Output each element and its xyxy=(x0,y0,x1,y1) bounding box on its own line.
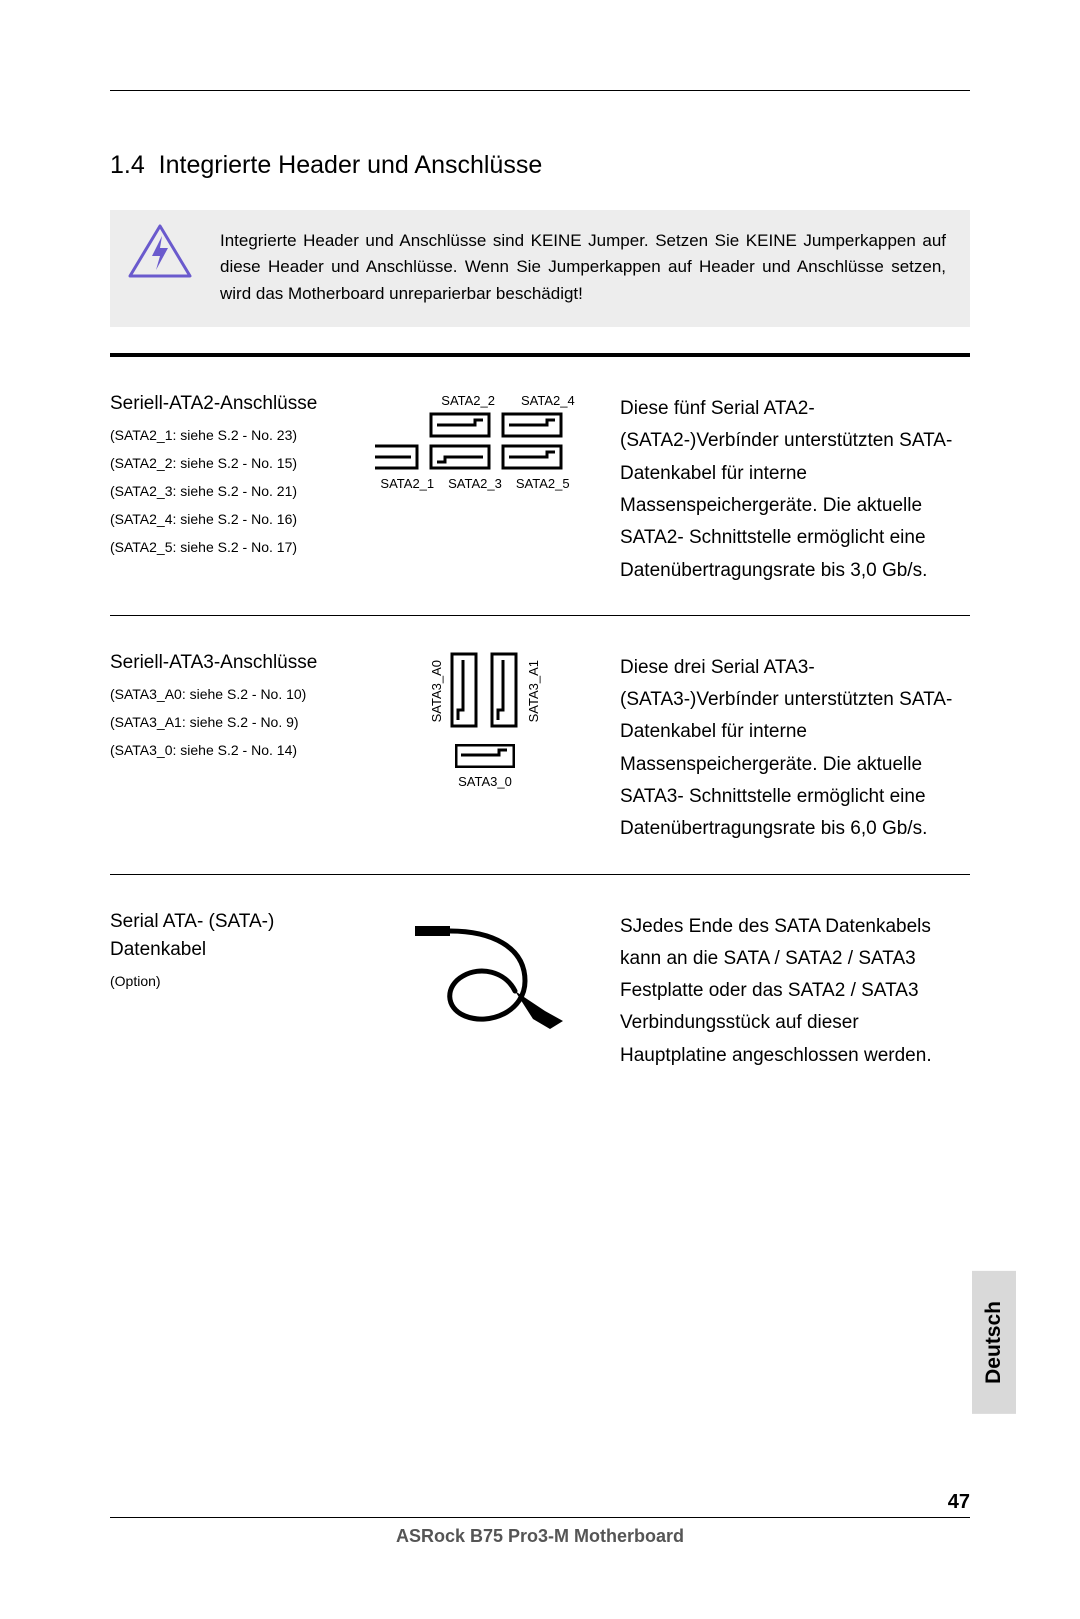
warning-text: Integrierte Header und Anschlüsse sind K… xyxy=(220,231,946,303)
sata3-row: Seriell-ATA3-Anschlüsse (SATA3_A0: siehe… xyxy=(110,652,970,846)
footer-rule xyxy=(110,1517,970,1518)
sata2-ref-2: (SATA2_3: siehe S.2 - No. 21) xyxy=(110,477,350,505)
sata2-left: Seriell-ATA2-Anschlüsse (SATA2_1: siehe … xyxy=(110,393,350,587)
cable-diagram xyxy=(370,911,600,1072)
warning-box: Integrierte Header und Anschlüsse sind K… xyxy=(110,210,970,327)
cable-row: Serial ATA- (SATA-) Datenkabel (Option) … xyxy=(110,911,970,1072)
cable-title-2: Datenkabel xyxy=(110,939,350,961)
lightning-warning-icon xyxy=(128,224,192,280)
sata3-desc: Diese drei Serial ATA3- (SATA3-)Verbínde… xyxy=(620,652,970,846)
sata3-ref-2: (SATA3_0: siehe S.2 - No. 14) xyxy=(110,736,350,764)
sata3-title: Seriell-ATA3-Anschlüsse xyxy=(110,652,350,674)
thin-rule-1 xyxy=(110,615,970,616)
sata2-ref-0: (SATA2_1: siehe S.2 - No. 23) xyxy=(110,421,350,449)
top-rule xyxy=(110,90,970,91)
sata2-ref-3: (SATA2_4: siehe S.2 - No. 16) xyxy=(110,505,350,533)
sata2-label-top-1: SATA2_4 xyxy=(521,393,575,408)
cable-title-1: Serial ATA- (SATA-) xyxy=(110,911,350,933)
cable-desc: SJedes Ende des SATA Datenkabels kann an… xyxy=(620,911,970,1072)
sata2-diagram: SATA2_2 SATA2_4 xyxy=(370,393,600,587)
page-number: 47 xyxy=(948,1491,970,1514)
footer-text: ASRock B75 Pro3-M Motherboard xyxy=(110,1526,970,1547)
sata-cable-icon xyxy=(395,911,575,1041)
footer: 47 ASRock B75 Pro3-M Motherboard xyxy=(110,1517,970,1547)
sata3-label-right: SATA3_A1 xyxy=(526,660,541,722)
section-title: 1.4 Integrierte Header und Anschlüsse xyxy=(110,151,970,180)
language-tab: Deutsch xyxy=(972,1271,1016,1414)
section-number: 1.4 xyxy=(110,151,145,179)
sata2-label-bot-1: SATA2_3 xyxy=(448,476,502,491)
sata2-label-bot-0: SATA2_1 xyxy=(380,476,434,491)
sata3-diagram: SATA3_A0 SATA3_A1 SATA3_0 xyxy=(370,652,600,846)
page: 1.4 Integrierte Header und Anschlüsse In… xyxy=(0,0,1080,1619)
section-title-text: Integrierte Header und Anschlüsse xyxy=(159,151,543,179)
sata2-ref-4: (SATA2_5: siehe S.2 - No. 17) xyxy=(110,533,350,561)
sata3-horizontal-port-icon xyxy=(455,744,515,768)
sata2-label-top-0: SATA2_2 xyxy=(441,393,495,408)
thick-rule-1 xyxy=(110,353,970,357)
sata3-label-left: SATA3_A0 xyxy=(429,660,444,722)
sata2-desc: Diese fünf Serial ATA2- (SATA2-)Verbínde… xyxy=(620,393,970,587)
sata3-ref-1: (SATA3_A1: siehe S.2 - No. 9) xyxy=(110,708,350,736)
sata2-label-bot-2: SATA2_5 xyxy=(516,476,570,491)
sata3-label-bot: SATA3_0 xyxy=(458,774,512,789)
cable-left: Serial ATA- (SATA-) Datenkabel (Option) xyxy=(110,911,350,1072)
sata3-left: Seriell-ATA3-Anschlüsse (SATA3_A0: siehe… xyxy=(110,652,350,846)
sata2-ref-1: (SATA2_2: siehe S.2 - No. 15) xyxy=(110,449,350,477)
sata3-ref-0: (SATA3_A0: siehe S.2 - No. 10) xyxy=(110,680,350,708)
sata3-vertical-ports-icon xyxy=(450,652,520,730)
sata2-ports-icon xyxy=(375,412,595,472)
sata2-row: Seriell-ATA2-Anschlüsse (SATA2_1: siehe … xyxy=(110,393,970,587)
sata2-title: Seriell-ATA2-Anschlüsse xyxy=(110,393,350,415)
cable-ref: (Option) xyxy=(110,967,350,995)
thin-rule-2 xyxy=(110,874,970,875)
